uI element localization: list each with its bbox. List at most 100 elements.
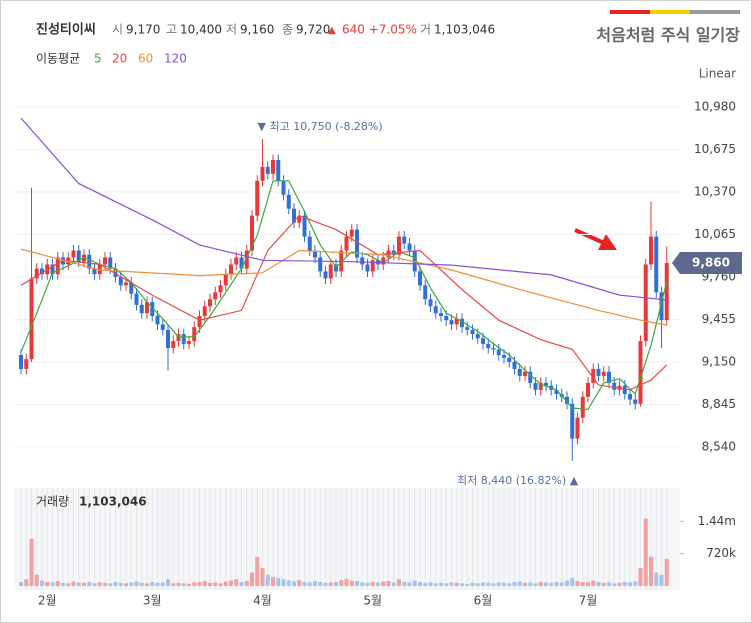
- candle-body: [412, 250, 417, 272]
- low-annotation: 최저 8,440 (16.82%) ▲: [457, 474, 579, 487]
- volume-bar: [334, 581, 338, 586]
- volume-bar: [45, 581, 50, 586]
- volume-bar: [55, 581, 60, 586]
- volume-bar: [349, 580, 354, 586]
- ma-line: [20, 117, 667, 301]
- candle-body: [570, 403, 575, 439]
- candle-body: [40, 268, 44, 275]
- candle-body: [87, 254, 92, 269]
- volume-bar: [418, 581, 422, 586]
- volume-bar: [533, 583, 538, 586]
- volume-bar: [391, 582, 396, 586]
- volume-bar: [166, 579, 170, 586]
- volume-bar: [570, 577, 575, 586]
- candle-body: [533, 382, 538, 390]
- volume-bar: [628, 582, 632, 586]
- candle-body: [659, 292, 664, 321]
- volume-bar: [376, 582, 380, 586]
- volume-bar: [103, 582, 107, 586]
- brand-bar-yellow: [650, 10, 690, 14]
- volume-bar: [202, 581, 207, 586]
- candle-body: [24, 359, 29, 369]
- volume-title: 거래량: [36, 495, 69, 509]
- candle-body: [150, 302, 155, 316]
- volume-bar: [192, 582, 197, 586]
- volume-bar: [654, 572, 659, 586]
- candle-body: [192, 327, 197, 342]
- y-tick-label: 8,540: [702, 439, 736, 453]
- candle-body: [370, 260, 375, 272]
- volume-bar: [386, 581, 391, 586]
- volume-bar: [444, 583, 449, 586]
- candle-body: [71, 250, 76, 258]
- candle-body: [528, 371, 533, 383]
- candle-body: [601, 371, 606, 376]
- candle-body: [612, 382, 617, 390]
- candle-body: [260, 166, 265, 181]
- arrow-head: [598, 234, 617, 250]
- candle-body: [160, 324, 165, 330]
- volume-bar: [260, 568, 265, 586]
- candle-body: [328, 264, 333, 279]
- candle-body: [360, 257, 365, 265]
- volume-bar: [97, 582, 102, 586]
- candle-body: [507, 357, 512, 362]
- candle-body: [313, 250, 317, 258]
- volume-bar: [76, 582, 81, 586]
- volume-bar: [66, 583, 71, 586]
- candle-body: [202, 306, 207, 316]
- volume-bar: [460, 583, 464, 586]
- candle-body: [92, 268, 97, 275]
- volume-bar: [470, 582, 475, 586]
- volume-bar: [381, 581, 386, 586]
- volume-bar: [50, 582, 55, 586]
- volume-bar: [370, 581, 375, 586]
- candle-body: [265, 166, 270, 174]
- volume-bar: [439, 582, 443, 586]
- arrow-shaft: [574, 228, 605, 245]
- candle-body: [155, 315, 160, 325]
- volume-bar: [218, 583, 223, 586]
- volume-bar: [507, 583, 512, 586]
- volume-bar: [360, 582, 365, 586]
- candle-body: [381, 257, 386, 265]
- y-tick-label: 10,065: [694, 227, 736, 241]
- volume-bar: [491, 583, 496, 586]
- volume-bar: [601, 582, 606, 586]
- candle-body: [544, 382, 548, 386]
- candle-body: [218, 285, 223, 293]
- volume-bar: [239, 581, 244, 586]
- volume-bar: [664, 559, 669, 586]
- candle-body: [103, 257, 107, 265]
- candle-body: [418, 271, 422, 286]
- volume-bar: [208, 582, 212, 586]
- volume-bar: [355, 581, 359, 586]
- volume-bar: [307, 582, 312, 586]
- volume-bar: [622, 581, 627, 586]
- volume-bar: [108, 583, 113, 586]
- candle-body: [349, 229, 354, 237]
- candle-body: [323, 271, 328, 279]
- volume-bar: [580, 581, 585, 586]
- y-tick-label: 10,980: [694, 99, 736, 113]
- volume-bar: [502, 582, 506, 586]
- volume-bar: [465, 583, 470, 586]
- volume-bar: [171, 583, 176, 586]
- volume-bar: [281, 579, 286, 586]
- candle-body: [433, 306, 438, 314]
- field-value: 9,160: [240, 23, 274, 37]
- brand-bar-red: [610, 10, 650, 14]
- volume-bar: [61, 582, 65, 586]
- volume-bar: [323, 582, 328, 586]
- candle-body: [166, 329, 170, 349]
- candle-body: [302, 215, 307, 237]
- candle-body: [97, 264, 102, 275]
- volume-bar: [512, 581, 517, 586]
- field-value: 9,170: [126, 23, 160, 37]
- candle-body: [397, 236, 401, 255]
- candle-body: [344, 236, 349, 251]
- volume-bar: [565, 580, 569, 586]
- candle-body: [255, 180, 260, 216]
- volume-bar: [150, 581, 155, 586]
- price-badge-label: 9,860: [692, 256, 730, 270]
